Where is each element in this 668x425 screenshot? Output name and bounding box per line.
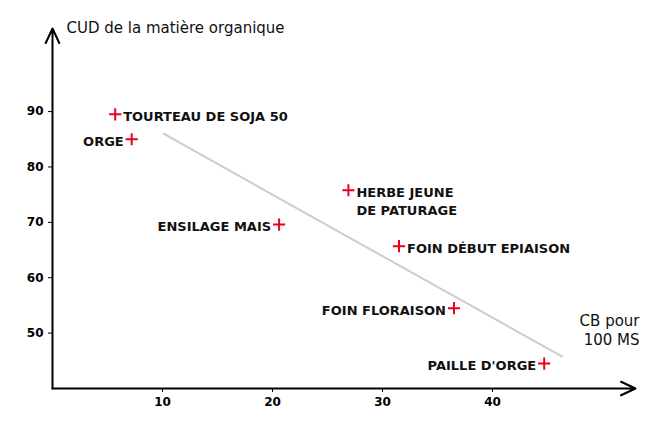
svg-text:60: 60: [27, 271, 44, 285]
svg-text:50: 50: [27, 326, 44, 340]
svg-text:FOIN FLORAISON: FOIN FLORAISON: [322, 303, 446, 318]
svg-text:CUD de la matière organique: CUD de la matière organique: [67, 19, 285, 37]
svg-text:80: 80: [27, 160, 44, 174]
svg-text:FOIN DÉBUT EPIAISON: FOIN DÉBUT EPIAISON: [407, 241, 570, 256]
svg-text:70: 70: [27, 215, 44, 229]
svg-text:ORGE: ORGE: [83, 134, 124, 149]
svg-text:PAILLE D'ORGE: PAILLE D'ORGE: [428, 358, 537, 373]
svg-text:90: 90: [27, 104, 44, 118]
svg-text:CB pour100 MS: CB pour100 MS: [580, 312, 641, 349]
svg-text:10: 10: [154, 395, 171, 409]
svg-text:HERBE JEUNEDE PATURAGE: HERBE JEUNEDE PATURAGE: [356, 185, 457, 219]
svg-text:30: 30: [374, 395, 391, 409]
svg-text:ENSILAGE MAIS: ENSILAGE MAIS: [158, 219, 272, 234]
svg-text:20: 20: [264, 395, 281, 409]
svg-text:40: 40: [484, 395, 501, 409]
svg-text:TOURTEAU DE SOJA 50: TOURTEAU DE SOJA 50: [123, 109, 288, 124]
